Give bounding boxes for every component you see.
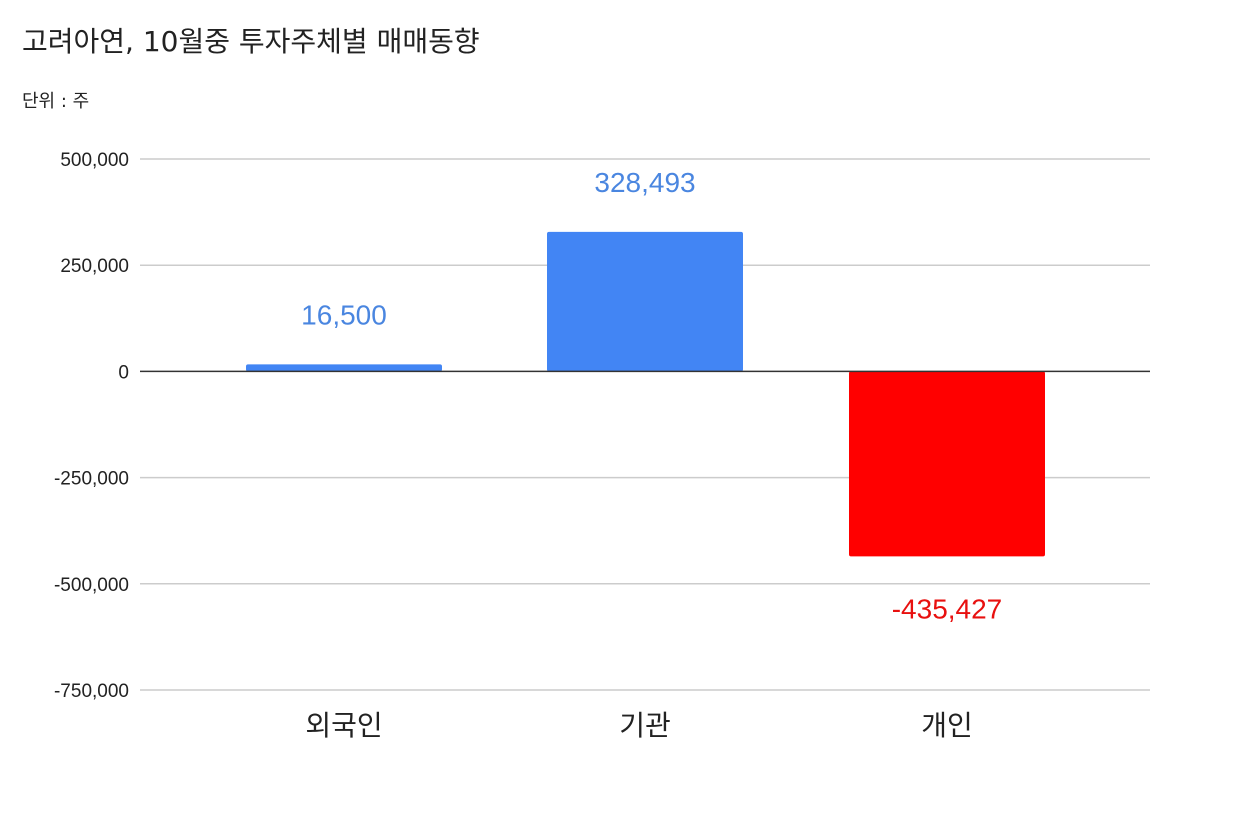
x-axis-category-labels: 외국인 기관 개인: [305, 709, 972, 742]
data-label: 328,493: [594, 167, 695, 198]
data-label: 16,500: [301, 299, 387, 330]
bar-2[interactable]: [547, 231, 743, 372]
x-category-label: 개인: [921, 709, 973, 742]
bars: [246, 231, 1045, 557]
chart-title: 고려아연, 10월중 투자주체별 매매동향: [22, 25, 480, 58]
y-tick-label: -250,000: [54, 469, 129, 490]
y-tick-label: 0: [118, 362, 129, 383]
y-tick-label: 500,000: [60, 150, 129, 171]
bar-3[interactable]: [849, 371, 1045, 557]
x-category-label: 기관: [619, 709, 671, 742]
unit-label: 단위 : 주: [22, 91, 90, 112]
data-labels: 16,500 328,493 -435,427: [301, 167, 1002, 625]
y-tick-label: -750,000: [54, 681, 129, 702]
data-label: -435,427: [892, 593, 1003, 624]
y-tick-label: 250,000: [60, 256, 129, 277]
y-tick-label: -500,000: [54, 575, 129, 596]
x-category-label: 외국인: [305, 709, 382, 742]
bar-1[interactable]: [246, 364, 442, 372]
y-axis-tick-labels: 500,000 250,000 0 -250,000 -500,000 -750,000: [54, 150, 129, 702]
